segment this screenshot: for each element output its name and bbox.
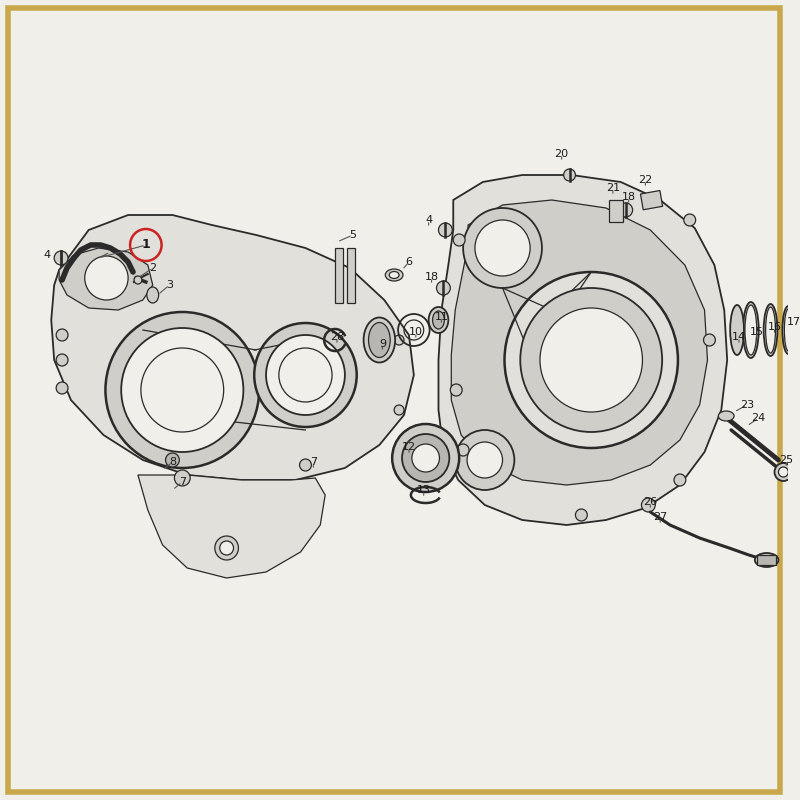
Ellipse shape — [784, 309, 792, 351]
Circle shape — [402, 434, 450, 482]
Text: 14: 14 — [732, 332, 746, 342]
Ellipse shape — [718, 411, 734, 421]
Text: 12: 12 — [402, 442, 416, 452]
Text: 13: 13 — [417, 485, 430, 495]
Text: 7: 7 — [178, 477, 186, 487]
Ellipse shape — [369, 322, 390, 358]
Circle shape — [174, 470, 190, 486]
Circle shape — [279, 348, 332, 402]
Circle shape — [674, 474, 686, 486]
Circle shape — [394, 335, 404, 345]
Circle shape — [619, 203, 633, 217]
Circle shape — [299, 459, 311, 471]
Text: 15: 15 — [750, 327, 764, 337]
Text: 6: 6 — [406, 257, 413, 267]
Text: 26: 26 — [643, 497, 658, 507]
Text: 23: 23 — [740, 400, 754, 410]
Text: 20: 20 — [554, 149, 569, 159]
Circle shape — [575, 509, 587, 521]
Polygon shape — [451, 200, 707, 485]
Ellipse shape — [433, 311, 444, 329]
Text: 8: 8 — [169, 457, 176, 467]
Text: 18: 18 — [425, 272, 438, 282]
Ellipse shape — [743, 302, 758, 358]
Text: 21: 21 — [606, 183, 620, 193]
Text: 18: 18 — [622, 192, 636, 202]
Circle shape — [778, 467, 788, 477]
Text: 27: 27 — [653, 512, 667, 522]
Text: 25: 25 — [779, 455, 794, 465]
Text: 4: 4 — [44, 250, 51, 260]
Polygon shape — [51, 215, 414, 480]
Circle shape — [254, 323, 357, 427]
Polygon shape — [438, 175, 727, 525]
Text: 28: 28 — [330, 332, 344, 342]
Circle shape — [467, 442, 502, 478]
Circle shape — [438, 223, 452, 237]
Text: 4: 4 — [425, 215, 432, 225]
Ellipse shape — [730, 305, 744, 355]
Circle shape — [475, 220, 530, 276]
Circle shape — [215, 536, 238, 560]
Bar — [641, 190, 662, 210]
Circle shape — [106, 312, 259, 468]
Circle shape — [141, 348, 224, 432]
Circle shape — [220, 541, 234, 555]
Text: 17: 17 — [787, 317, 800, 327]
Ellipse shape — [147, 287, 158, 303]
Ellipse shape — [390, 271, 399, 278]
Circle shape — [463, 208, 542, 288]
Circle shape — [54, 251, 68, 265]
Bar — [347, 248, 354, 303]
Ellipse shape — [764, 304, 778, 356]
Circle shape — [392, 424, 459, 492]
Polygon shape — [59, 248, 153, 310]
Circle shape — [540, 308, 642, 412]
Text: 5: 5 — [350, 230, 356, 240]
Circle shape — [56, 382, 68, 394]
Circle shape — [121, 328, 243, 452]
Circle shape — [412, 444, 439, 472]
Bar — [757, 555, 777, 565]
Circle shape — [520, 288, 662, 432]
Ellipse shape — [766, 307, 775, 353]
Ellipse shape — [782, 306, 794, 354]
Circle shape — [134, 276, 142, 284]
Text: 22: 22 — [638, 175, 653, 185]
Circle shape — [454, 234, 465, 246]
Text: 24: 24 — [752, 413, 766, 423]
Bar — [335, 248, 343, 303]
Circle shape — [455, 430, 514, 490]
Circle shape — [564, 169, 575, 181]
Text: 11: 11 — [434, 312, 449, 322]
Ellipse shape — [754, 553, 778, 567]
Circle shape — [56, 329, 68, 341]
Circle shape — [684, 214, 696, 226]
Text: 9: 9 — [378, 339, 386, 349]
Ellipse shape — [363, 318, 395, 362]
Circle shape — [394, 405, 404, 415]
Circle shape — [166, 453, 179, 467]
Text: 2: 2 — [149, 263, 156, 273]
Text: 3: 3 — [166, 280, 173, 290]
Circle shape — [450, 384, 462, 396]
Ellipse shape — [429, 307, 448, 333]
Circle shape — [437, 281, 450, 295]
Polygon shape — [138, 475, 325, 578]
Circle shape — [266, 335, 345, 415]
Bar — [609, 200, 622, 222]
Ellipse shape — [386, 269, 403, 281]
Text: 1: 1 — [142, 238, 150, 251]
Circle shape — [642, 498, 655, 512]
Ellipse shape — [745, 305, 757, 355]
Text: 10: 10 — [409, 327, 423, 337]
Circle shape — [703, 334, 715, 346]
Text: 7: 7 — [310, 457, 317, 467]
Circle shape — [458, 444, 469, 456]
Circle shape — [774, 463, 792, 481]
Circle shape — [56, 354, 68, 366]
Circle shape — [505, 272, 678, 448]
Text: 16: 16 — [767, 322, 782, 332]
Circle shape — [85, 256, 128, 300]
